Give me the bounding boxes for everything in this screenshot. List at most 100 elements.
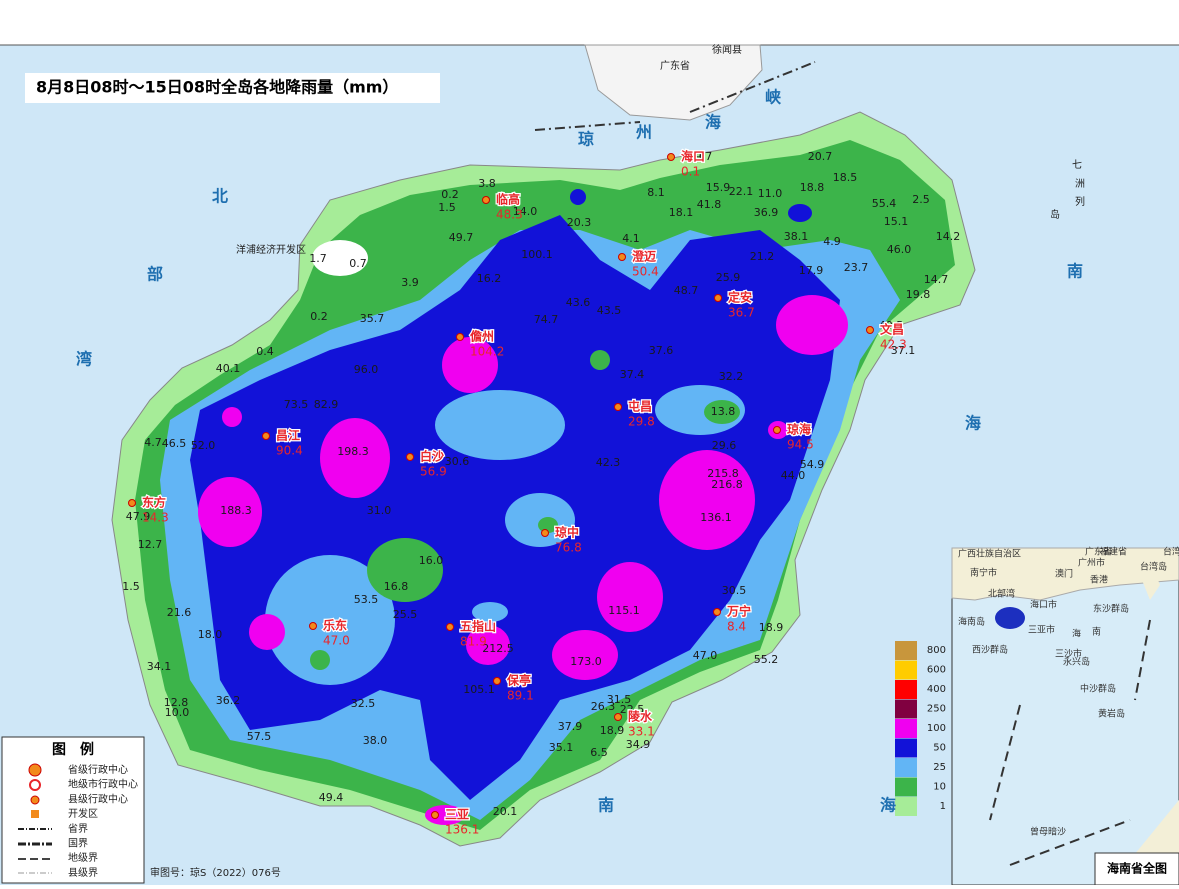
geo-label: 列: [1075, 195, 1085, 208]
station-value: 52.0: [191, 439, 216, 452]
inset-label: 台湾岛: [1140, 561, 1167, 573]
legend-item: 县级行政中心: [68, 792, 128, 805]
place-marker: [714, 294, 722, 302]
place-name: 保亭: [506, 673, 531, 688]
place-marker: [431, 811, 439, 819]
station-value: 136.1: [700, 511, 732, 524]
station-value: 14.0: [513, 205, 538, 218]
station-value: 57.5: [247, 730, 272, 743]
inset-label: 南: [1092, 626, 1101, 638]
scale-label: 25: [933, 762, 946, 773]
place-name: 临高: [496, 192, 520, 207]
title-box: [25, 73, 440, 103]
inset-label: 北部湾: [988, 588, 1015, 600]
station-value: 11.0: [758, 187, 783, 200]
scale-swatch: [895, 758, 917, 777]
scale-swatch: [895, 719, 917, 738]
inset-label: 永兴岛: [1063, 656, 1090, 668]
station-value: 15.9: [706, 181, 731, 194]
place-value: 90.4: [276, 444, 303, 458]
station-value: 1.5: [122, 580, 140, 593]
station-value: 43.5: [597, 304, 622, 317]
station-value: 21.2: [750, 250, 775, 263]
station-value: 198.3: [337, 445, 369, 458]
place-value: 94.5: [787, 438, 814, 452]
station-value: 14.2: [936, 230, 961, 243]
scale-label: 1: [940, 801, 946, 812]
inset-label: 海口市: [1030, 599, 1057, 611]
place-name: 昌江: [276, 428, 300, 443]
geo-label: 州: [635, 123, 652, 142]
place-marker: [262, 432, 270, 440]
geo-label: 海: [880, 796, 896, 815]
geo-label: 北: [212, 187, 228, 206]
station-value: 20.1: [493, 805, 518, 818]
station-value: 18.9: [759, 621, 784, 634]
station-value: 25.9: [716, 271, 741, 284]
station-value: 37.4: [620, 368, 645, 381]
geo-label: 七: [1072, 159, 1082, 171]
station-value: 32.5: [351, 697, 376, 710]
place-marker: [866, 326, 874, 334]
place-marker: [482, 196, 490, 204]
legend-item: 开发区: [68, 807, 98, 820]
station-value: 34.1: [147, 660, 172, 673]
geo-label: 洲: [1075, 178, 1085, 190]
scale-label: 800: [927, 645, 946, 656]
approval-number: 审图号：琼S（2022）076号: [150, 866, 281, 879]
legend-item: 县级界: [68, 867, 98, 879]
geo-label: 海: [965, 414, 981, 433]
station-value: 0.7: [349, 257, 367, 270]
station-value: 46.5: [162, 437, 187, 450]
place-value: 14.3: [142, 511, 169, 525]
title: 8月8日08时～15日08时全岛各地降雨量（mm）: [36, 78, 398, 97]
place-name: 万宁: [726, 604, 751, 619]
geo-label: 徐闻县: [712, 43, 742, 56]
station-value: 212.5: [482, 642, 514, 655]
legend-item: 省级行政中心: [68, 763, 128, 776]
station-value: 0.2: [310, 310, 328, 323]
geo-label: 南: [598, 796, 614, 815]
place-marker: [493, 677, 501, 685]
scale-label: 100: [927, 723, 946, 734]
station-value: 18.1: [669, 206, 694, 219]
inset-title: 海南省全图: [1107, 861, 1167, 876]
place-value: 81.9: [460, 635, 487, 649]
station-value: 37.1: [891, 344, 916, 357]
station-value: 30.5: [722, 584, 747, 597]
station-value: 36.2: [216, 694, 241, 707]
scale-swatch: [895, 777, 917, 797]
station-value: 13.8: [711, 405, 736, 418]
station-value: 47.0: [693, 649, 718, 662]
place-marker: [618, 253, 626, 261]
station-value: 6.5: [590, 746, 608, 759]
scale-swatch: [895, 680, 917, 699]
legend-title: 图 例: [52, 741, 94, 758]
station-value: 14.7: [924, 273, 949, 286]
legend-item: 国界: [68, 838, 88, 850]
place-value: 42.3: [880, 338, 907, 352]
station-value: 49.4: [319, 791, 344, 804]
place-name: 琼海: [787, 422, 811, 437]
station-value: 12.7: [138, 538, 163, 551]
station-value: 173.0: [570, 655, 602, 668]
place-value: 29.8: [628, 415, 655, 429]
place-value: 104.2: [470, 345, 504, 359]
place-marker: [773, 426, 781, 434]
inset-label: 香港: [1090, 574, 1108, 586]
station-value: 37.6: [649, 344, 674, 357]
place-name: 东方: [142, 495, 166, 510]
station-value: 18.8: [800, 181, 825, 194]
station-value: 22.5: [620, 703, 645, 716]
place-name: 陵水: [628, 709, 653, 724]
inset-label: 西沙群岛: [972, 644, 1008, 656]
station-value: 25.5: [393, 608, 418, 621]
station-value: 31.0: [367, 504, 392, 517]
station-value: 29.6: [712, 439, 737, 452]
station-value: 54.9: [800, 458, 825, 471]
inset-label: 曾母暗沙: [1030, 826, 1066, 838]
scale-swatch: [895, 641, 917, 660]
station-value: 3.8: [478, 177, 496, 190]
